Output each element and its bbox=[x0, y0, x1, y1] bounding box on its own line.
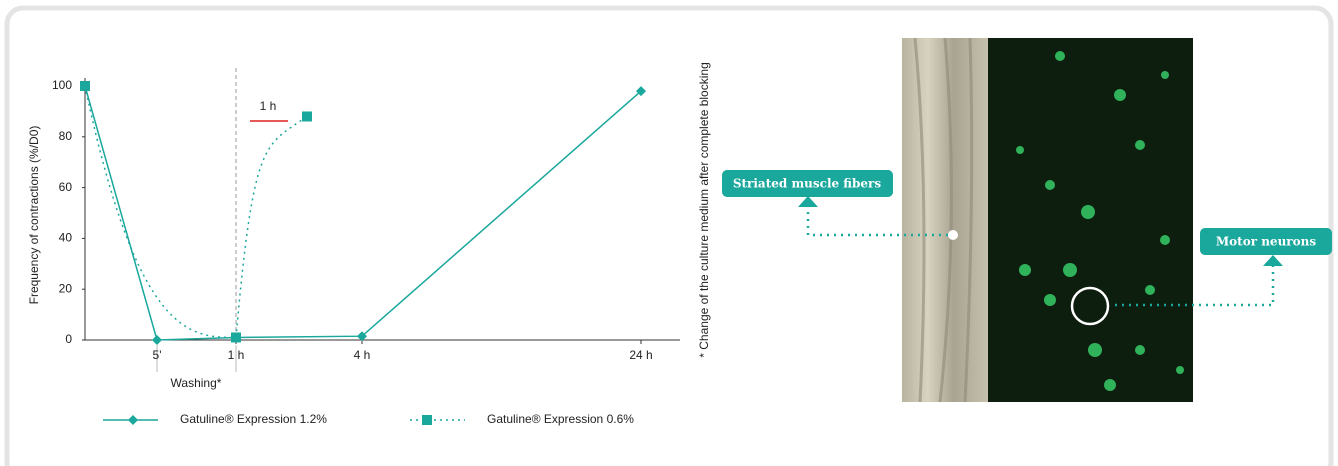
x-tick-label: 1 h bbox=[228, 348, 245, 362]
marker bbox=[152, 335, 162, 345]
legend-marker bbox=[128, 415, 138, 425]
legend-marker bbox=[422, 415, 432, 425]
legend-label: Gatuline® Expression 0.6% bbox=[487, 412, 634, 426]
neuron-highlight bbox=[1070, 286, 1110, 326]
x-tick-label: 24 h bbox=[629, 348, 652, 362]
muscle-label: Striated muscle fibers bbox=[733, 177, 882, 191]
marker bbox=[80, 81, 90, 91]
neuron-cells bbox=[1016, 51, 1184, 391]
x-tick-label: 4 h bbox=[354, 348, 371, 362]
label-pill bbox=[1200, 228, 1332, 255]
fiber-texture bbox=[913, 37, 974, 403]
y-tick-label: 0 bbox=[65, 332, 72, 346]
marker bbox=[302, 111, 312, 122]
marker bbox=[357, 331, 367, 342]
label-pill bbox=[722, 170, 893, 197]
fiber-point bbox=[948, 230, 958, 240]
footnote: * Change of the culture medium after com… bbox=[697, 62, 711, 358]
marker bbox=[231, 332, 241, 343]
y-tick-label: 40 bbox=[59, 231, 73, 245]
micrograph: Striated muscle fibers Motor neurons bbox=[722, 37, 1332, 403]
connector bbox=[806, 205, 948, 237]
label-arrow bbox=[798, 196, 818, 207]
chart: Frequency of contractions (%/D0) Washing… bbox=[27, 62, 711, 426]
y-tick-label: 60 bbox=[59, 180, 73, 194]
neuron-image bbox=[988, 38, 1193, 402]
washing-label: Washing* bbox=[171, 376, 222, 390]
connector bbox=[1110, 265, 1275, 307]
scale-label: 1 h bbox=[260, 99, 277, 113]
label-arrow bbox=[1263, 255, 1283, 266]
marker bbox=[636, 86, 646, 97]
legend-label: Gatuline® Expression 1.2% bbox=[180, 412, 327, 426]
y-axis-label: Frequency of contractions (%/D0) bbox=[27, 126, 41, 305]
y-tick-label: 20 bbox=[59, 281, 73, 295]
y-tick-label: 100 bbox=[52, 78, 72, 92]
x-tick-label: 5' bbox=[153, 348, 162, 362]
y-tick-label: 80 bbox=[59, 129, 73, 143]
neurons-label: Motor neurons bbox=[1216, 235, 1316, 249]
